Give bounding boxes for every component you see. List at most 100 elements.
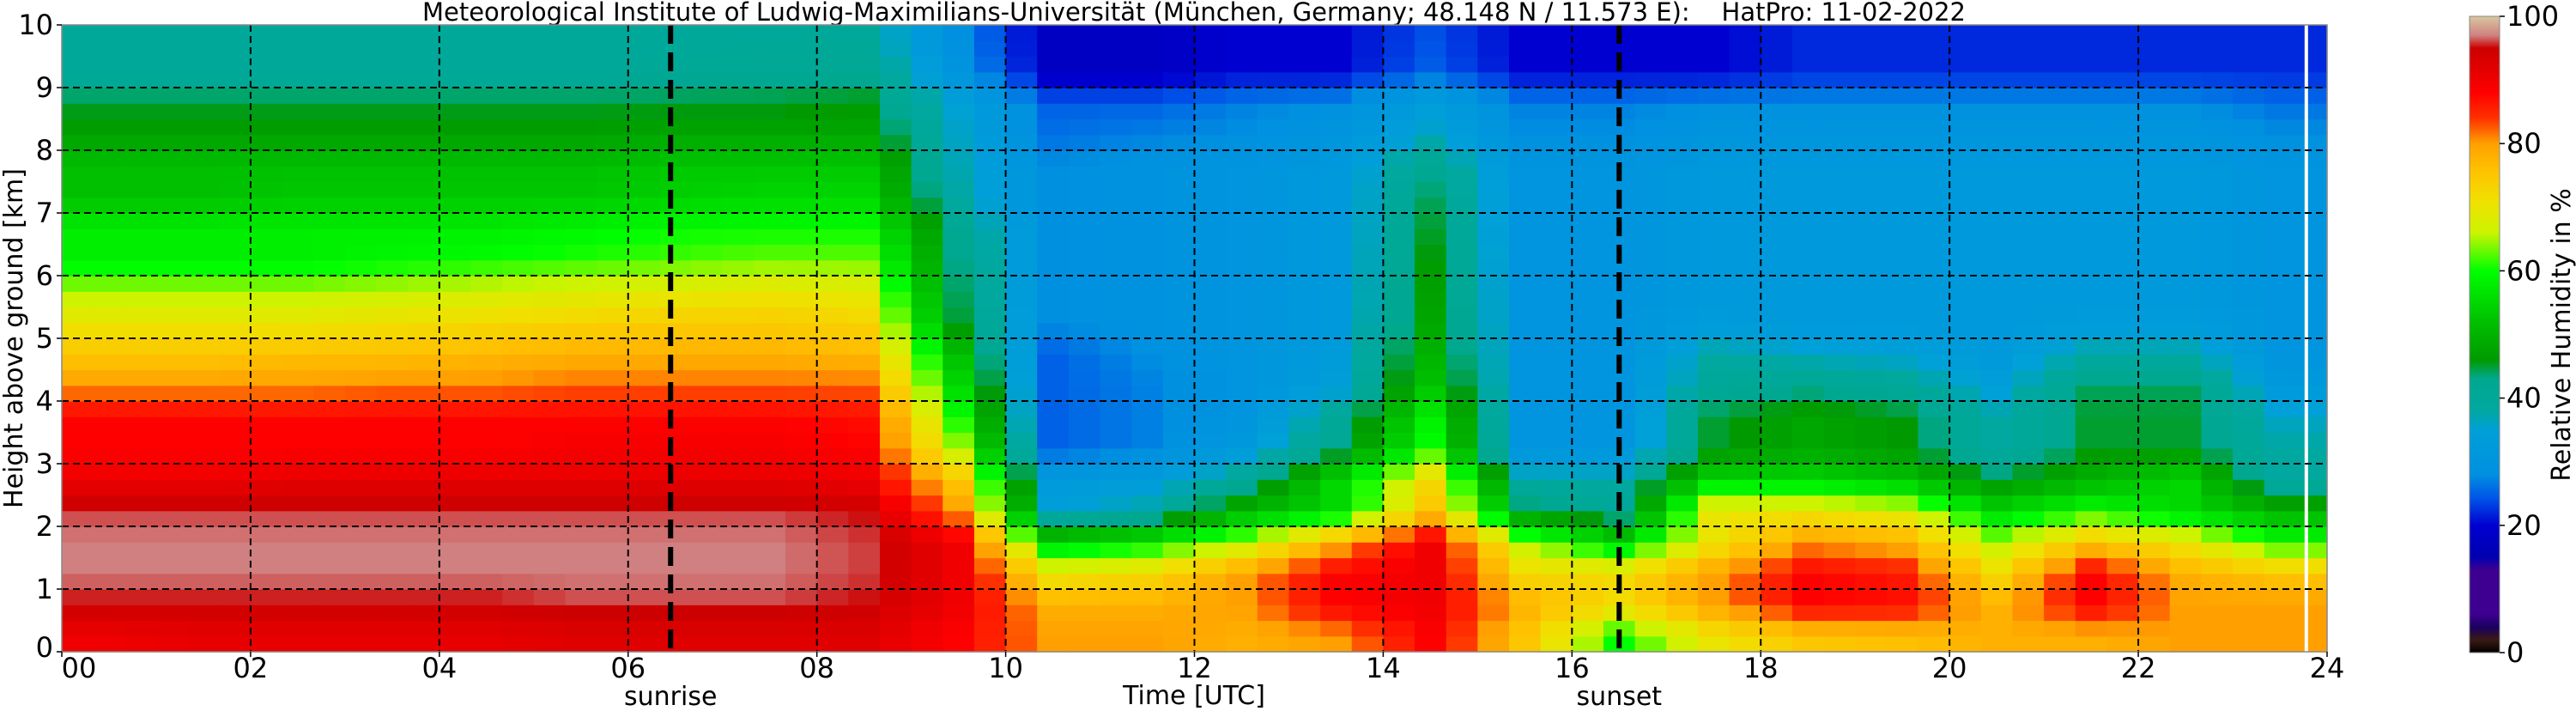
heatmap-cell — [502, 307, 535, 324]
heatmap-cell — [1634, 181, 1667, 198]
heatmap-cell — [2075, 228, 2108, 246]
heatmap-cell — [1005, 88, 1038, 104]
heatmap-cell — [1351, 447, 1385, 465]
heatmap-cell — [1194, 259, 1227, 276]
heatmap-cell — [1634, 464, 1667, 480]
heatmap-cell — [1288, 259, 1321, 276]
heatmap-cell — [1761, 40, 1793, 58]
heatmap-cell — [533, 276, 567, 292]
heatmap-cell — [1005, 369, 1038, 386]
heatmap-cell — [1005, 557, 1038, 574]
heatmap-cell — [124, 150, 157, 167]
heatmap-cell — [1761, 385, 1793, 402]
heatmap-cell — [943, 447, 975, 465]
heatmap-cell — [470, 25, 503, 41]
heatmap-cell — [1666, 40, 1699, 58]
heatmap-cell — [62, 103, 94, 120]
heatmap-cell — [1131, 605, 1164, 622]
heatmap-cell — [1634, 40, 1667, 58]
heatmap-cell — [1257, 213, 1290, 229]
heatmap-cell — [627, 464, 661, 480]
heatmap-cell — [816, 557, 849, 574]
heatmap-cell — [344, 526, 378, 543]
heatmap-cell — [155, 56, 189, 73]
heatmap-cell — [155, 25, 189, 41]
heatmap-cell — [1855, 166, 1888, 183]
heatmap-cell — [754, 354, 786, 371]
heatmap-cell — [1697, 432, 1730, 449]
heatmap-cell — [911, 213, 943, 229]
heatmap-cell — [2044, 369, 2076, 386]
heatmap-cell — [911, 354, 943, 371]
heatmap-cell — [62, 213, 94, 229]
heatmap-cell — [1194, 464, 1227, 480]
heatmap-cell — [2169, 605, 2202, 622]
heatmap-cell — [1666, 213, 1699, 229]
heatmap-cell — [470, 385, 503, 402]
heatmap-cell — [722, 166, 755, 183]
heatmap-cell — [565, 166, 597, 183]
heatmap-cell — [1446, 276, 1478, 292]
heatmap-cell — [1257, 526, 1290, 543]
heatmap-cell — [2075, 635, 2108, 653]
heatmap-cell — [1572, 447, 1604, 465]
heatmap-cell — [376, 416, 409, 434]
heatmap-cell — [376, 635, 409, 653]
heatmap-cell — [1980, 401, 2014, 417]
heatmap-cell — [187, 557, 220, 574]
heatmap-cell — [1886, 526, 1919, 543]
heatmap-cell — [1194, 40, 1227, 58]
heatmap-cell — [1603, 401, 1636, 417]
heatmap-cell — [1100, 150, 1132, 167]
heatmap-cell — [911, 432, 943, 449]
heatmap-cell — [2044, 338, 2076, 355]
heatmap-cell — [1100, 416, 1132, 434]
heatmap-cell — [124, 354, 157, 371]
heatmap-cell — [376, 479, 409, 496]
heatmap-cell — [2106, 103, 2139, 120]
heatmap-cell — [313, 495, 346, 512]
heatmap-cell — [1037, 25, 1070, 41]
heatmap-cell — [879, 526, 912, 543]
heatmap-cell — [344, 166, 378, 183]
heatmap-cell — [470, 589, 503, 605]
heatmap-cell — [911, 589, 943, 605]
heatmap-cell — [754, 526, 786, 543]
heatmap-cell — [376, 432, 409, 449]
heatmap-cell — [313, 557, 346, 574]
heatmap-cell — [1383, 291, 1415, 308]
heatmap-cell — [1446, 291, 1478, 308]
heatmap-cell — [313, 56, 346, 73]
heatmap-cell — [2295, 447, 2328, 465]
heatmap-cell — [1131, 479, 1164, 496]
x-tick-label: 12 — [1177, 652, 1212, 684]
heatmap-cell — [1131, 401, 1164, 417]
heatmap-cell — [1697, 25, 1730, 41]
heatmap-cell — [1886, 134, 1919, 151]
heatmap-cell — [1886, 197, 1919, 214]
heatmap-cell — [1068, 307, 1101, 324]
heatmap-cell — [187, 432, 220, 449]
heatmap-cell — [2044, 244, 2076, 261]
heatmap-cell — [2106, 166, 2139, 183]
heatmap-cell — [1383, 88, 1415, 104]
heatmap-cell — [1100, 181, 1132, 198]
heatmap-cell — [1949, 276, 1982, 292]
heatmap-cell — [565, 56, 597, 73]
heatmap-cell — [785, 573, 818, 590]
heatmap-cell — [1823, 322, 1856, 339]
heatmap-cell — [2201, 322, 2234, 339]
heatmap-cell — [943, 589, 975, 605]
heatmap-cell — [848, 620, 881, 637]
heatmap-cell — [943, 526, 975, 543]
heatmap-cell — [1068, 25, 1101, 41]
heatmap-cell — [282, 479, 314, 496]
heatmap-cell — [597, 401, 629, 417]
heatmap-cell — [565, 213, 597, 229]
heatmap-cell — [1288, 276, 1321, 292]
heatmap-cell — [1037, 181, 1070, 198]
heatmap-cell — [2138, 447, 2171, 465]
heatmap-cell — [2106, 118, 2139, 136]
heatmap-cell — [1162, 291, 1196, 308]
heatmap-cell — [1100, 526, 1132, 543]
